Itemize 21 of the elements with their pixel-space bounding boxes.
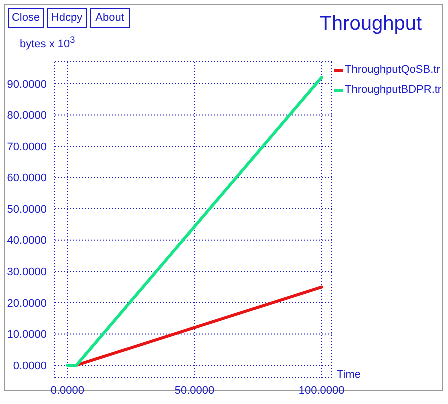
x-axis-title: Time (337, 369, 362, 381)
x-tick-label: 100.0000 (298, 384, 345, 397)
y-tick-label: 50.0000 (7, 204, 47, 216)
legend-label: ThroughputBDPR.tr (345, 84, 442, 96)
y-tick-label: 0.0000 (13, 360, 47, 372)
chart-title: Throughput (320, 13, 422, 36)
legend-label: ThroughputQoSB.tr (345, 64, 440, 76)
button: Hdcpy (47, 8, 87, 28)
y-axis-title: bytes x 10$^{3}$ (20, 35, 76, 51)
y-tick-label: 20.0000 (7, 298, 47, 310)
y-tick-label: 90.0000 (7, 78, 47, 91)
y-tick-label: 10.0000 (7, 329, 47, 342)
y-tick-label: 60.0000 (7, 172, 47, 185)
y-tick-label: 40.0000 (7, 235, 47, 248)
x-tick-label: 0.0000 (50, 384, 85, 397)
button: Close (8, 8, 44, 28)
y-tick-label: 30.0000 (7, 266, 47, 279)
y-tick-label: 80.0000 (7, 110, 47, 122)
x-tick-label: 50.0000 (174, 384, 215, 397)
button: About (90, 8, 130, 28)
y-tick-label: 70.0000 (7, 141, 47, 154)
